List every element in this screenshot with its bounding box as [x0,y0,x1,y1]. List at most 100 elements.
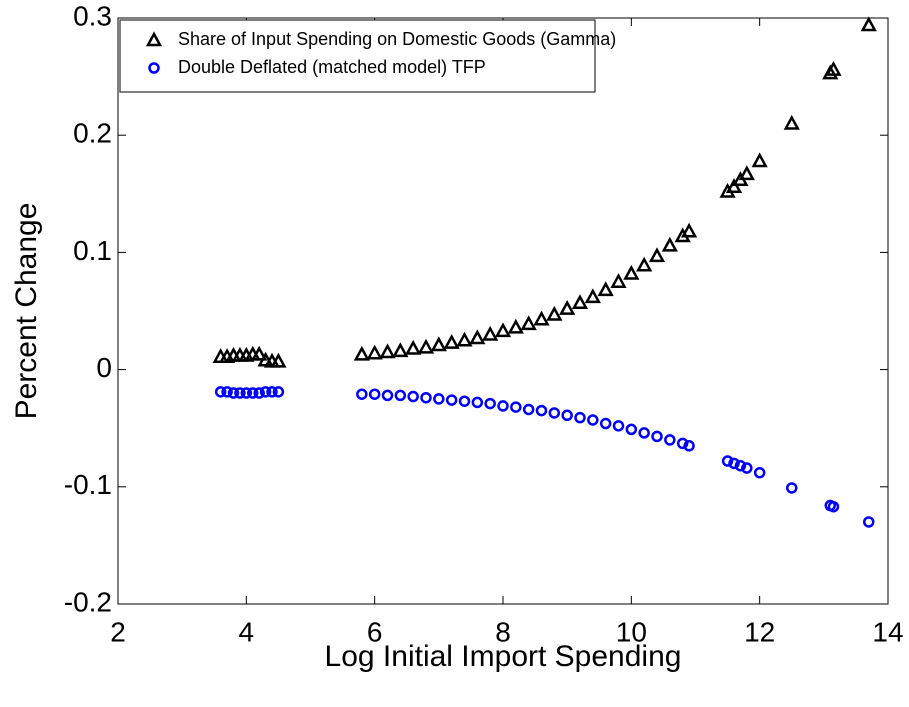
data-point [445,394,458,406]
data-point [522,403,535,416]
y-tick-label: 0.2 [73,118,112,149]
data-point [272,386,285,398]
y-tick-label: -0.2 [64,586,112,617]
data-point [443,334,460,349]
data-point [394,389,407,402]
data-point [827,500,840,513]
data-point [366,344,383,360]
data-point [751,152,768,168]
data-point [368,388,381,400]
legend-box [119,19,596,93]
data-point [251,345,268,361]
data-point [825,60,842,76]
data-point [561,409,573,422]
data-point [734,459,747,472]
data-point [433,393,445,405]
data-point [471,396,484,409]
data-point [548,407,561,419]
data-point [240,387,253,399]
data-point [270,352,287,368]
data-point [753,466,766,479]
data-point [353,345,370,361]
data-point [786,482,798,494]
data-point [625,423,638,436]
data-point [379,343,396,359]
data-point [623,264,640,280]
data-point [214,386,227,398]
data-point [725,178,743,194]
data-point [863,516,875,528]
data-point [494,322,512,338]
data-point [683,440,695,452]
y-tick-label: 0.3 [73,0,112,31]
y-tick-label: 0 [96,352,112,383]
data-point [651,430,663,443]
x-tick-label: 4 [239,616,255,647]
data-point [610,273,627,288]
data-point [405,339,422,355]
data-point [227,387,240,399]
x-axis-label: Log Initial Import Spending [325,640,682,673]
data-point [507,318,524,334]
data-point [721,455,734,467]
data-point [392,342,409,358]
data-point [533,310,550,326]
legend-marker [148,62,160,74]
data-point [584,288,601,304]
data-point [648,247,666,263]
x-tick-label: 10 [616,616,647,647]
data-point [482,325,499,341]
data-point [381,389,394,402]
data-point [253,387,265,399]
data-point [738,165,755,181]
data-point [587,414,599,426]
data-point [676,437,689,450]
data-point [741,462,753,474]
data-point [430,336,447,352]
x-tick-label: 12 [744,616,775,647]
data-point [407,390,419,403]
data-point [636,256,653,272]
data-point [266,386,278,398]
y-tick-label: 0.1 [73,235,112,266]
data-point [221,386,233,398]
x-tick-label: 8 [495,616,511,647]
data-point [535,404,548,417]
data-point [546,305,563,321]
data-point [860,16,877,32]
data-point [728,457,740,470]
x-tick-label: 2 [110,616,126,647]
data-point [599,417,612,430]
data-point [661,236,678,252]
data-point [571,294,589,310]
plot-area [117,17,889,605]
data-point [559,300,576,315]
legend-label: Double Deflated (matched model) TFP [178,57,486,77]
x-tick-label: 6 [367,616,383,647]
data-point [420,391,432,404]
data-point [680,222,698,238]
data-point [783,114,800,130]
data-point [574,411,586,424]
data-point [417,338,435,354]
data-point [234,387,246,399]
data-point [484,397,496,410]
data-point [664,434,676,446]
data-point [247,387,259,399]
data-point [458,395,471,407]
data-point [456,331,473,347]
data-point [510,401,522,413]
data-point [497,400,509,412]
x-tick-label: 14 [872,616,903,647]
data-point [638,427,650,439]
data-point [520,315,537,331]
data-point [597,281,614,297]
data-point [259,386,272,398]
data-point [612,420,625,432]
legend-marker [145,31,163,47]
y-axis-label: Percent Change [10,203,43,420]
legend-label: Share of Input Spending on Domestic Good… [178,29,616,49]
data-point [356,388,368,400]
y-tick-label: -0.1 [64,469,112,500]
